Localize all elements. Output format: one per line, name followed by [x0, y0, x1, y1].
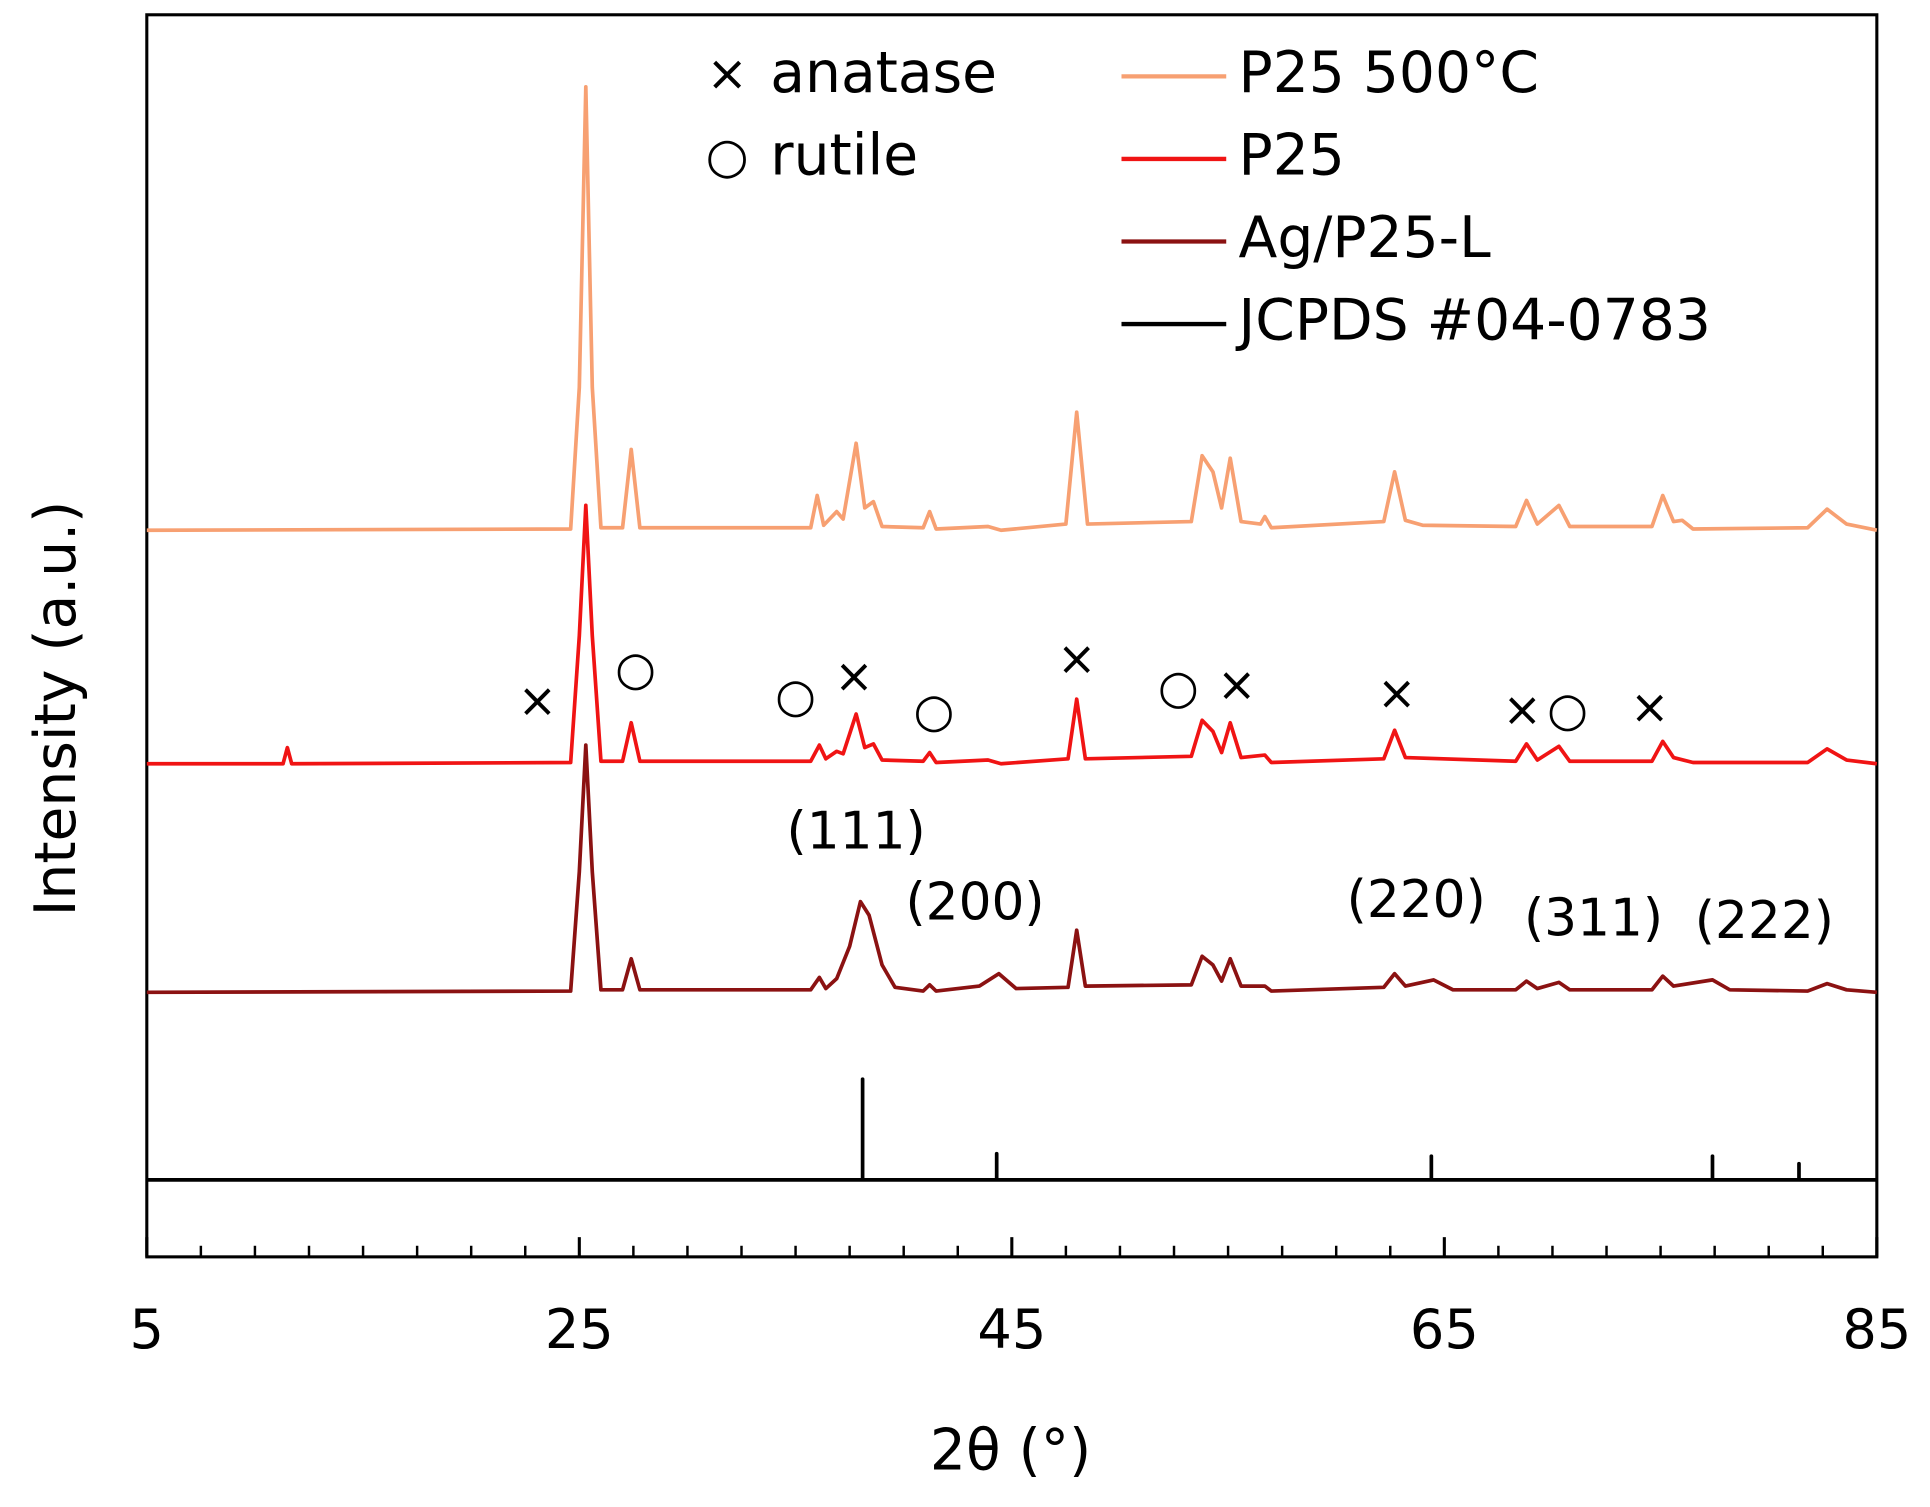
x-tick-label: 85: [1842, 1298, 1911, 1361]
legend-symbol: ○: [706, 126, 749, 184]
annotation: ○: [775, 670, 816, 724]
annotation: ○: [914, 685, 955, 739]
x-tick-label: 25: [545, 1298, 614, 1361]
x-axis-label: 2θ (°): [930, 1418, 1091, 1484]
annotation: ×: [1377, 667, 1416, 721]
legend-label: Ag/P25-L: [1239, 205, 1492, 271]
legend-symbol: ×: [707, 44, 748, 102]
annotation: ○: [1158, 661, 1199, 715]
annotation: (222): [1695, 891, 1834, 951]
legend-label: rutile: [770, 123, 918, 189]
series-line: [146, 503, 1878, 766]
legend-label: P25: [1239, 123, 1345, 189]
annotation: (311): [1524, 889, 1663, 949]
annotation: ×: [1503, 683, 1542, 737]
annotation: ×: [1630, 681, 1669, 735]
series-line: [146, 1077, 1877, 1182]
x-tick-label: 45: [977, 1298, 1046, 1361]
annotation: ○: [1547, 683, 1588, 737]
annotation: ×: [1057, 632, 1096, 686]
annotation: ×: [1217, 658, 1256, 712]
x-tick-label: 65: [1410, 1298, 1479, 1361]
legend-label: JCPDS #04-0783: [1236, 288, 1711, 354]
annotation: ○: [615, 642, 656, 696]
plot-frame: [145, 13, 1879, 1259]
annotation: (220): [1347, 870, 1486, 930]
series-line: [146, 84, 1878, 533]
legend-label: anatase: [770, 40, 997, 106]
annotation: ×: [834, 650, 873, 704]
legend-label: P25 500°C: [1239, 40, 1539, 106]
y-axis-label: Intensity (a.u.): [23, 501, 89, 917]
series-line: [146, 743, 1877, 995]
annotation: ×: [518, 675, 557, 729]
annotation: (200): [905, 872, 1044, 932]
x-tick-label: 5: [130, 1298, 165, 1361]
annotation: (111): [787, 802, 926, 862]
